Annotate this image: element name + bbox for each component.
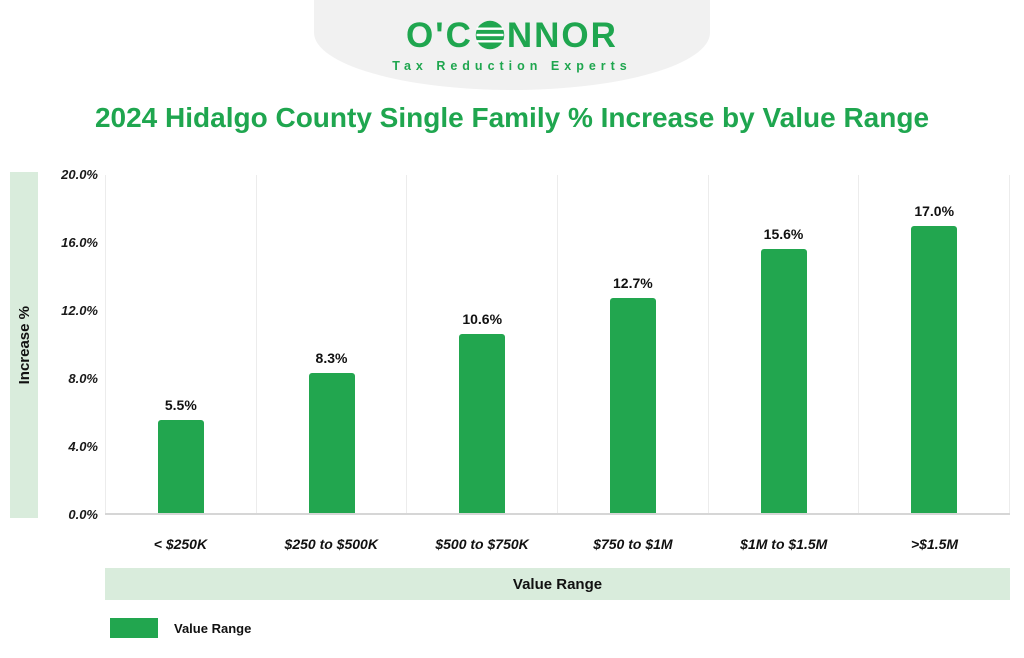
x-axis-labels: < $250K $250 to $500K $500 to $750K $750 to…: [105, 536, 1010, 552]
y-axis-tick: 16.0%: [61, 235, 98, 250]
y-axis-ticks: 20.0% 16.0% 12.0% 8.0% 4.0% 0.0%: [40, 167, 98, 522]
striped-circle-o-icon: [475, 20, 505, 50]
x-axis-label: < $250K: [153, 536, 208, 552]
oconnor-logo: O'C NNOR: [406, 18, 618, 53]
logo-tagline: Tax Reduction Experts: [392, 58, 632, 73]
chart-column: 12.7%: [557, 175, 708, 513]
bar: [157, 420, 204, 513]
logo-banner: O'C NNOR Tax Reduction Experts: [314, 0, 710, 90]
logo-text-prefix: O'C: [406, 15, 473, 55]
y-axis-tick: 8.0%: [68, 371, 98, 386]
chart-title: 2024 Hidalgo County Single Family % Incr…: [94, 102, 930, 133]
y-axis-tick: 4.0%: [68, 439, 98, 454]
x-axis-label: $750 to $1M: [593, 536, 673, 552]
x-axis-label: $250 to $500K: [284, 536, 378, 552]
y-axis-title: Increase %: [15, 305, 33, 385]
bar-value-label: 17.0%: [914, 202, 955, 219]
bar-value-label: 15.6%: [763, 226, 804, 243]
chart-column: 15.6%: [707, 175, 859, 513]
bar: [459, 333, 506, 513]
plot-area: 5.5% 8.3% 10.6% 12.7% 15.6% 17.0%: [105, 175, 1011, 515]
y-axis-band: Increase %: [10, 172, 38, 518]
bar-value-label: 8.3%: [315, 349, 348, 366]
bar-value-label: 5.5%: [164, 397, 197, 414]
y-axis-tick: 20.0%: [61, 167, 98, 182]
bar-value-label: 12.7%: [613, 275, 653, 292]
bar-value-label: 10.6%: [462, 310, 503, 327]
y-axis-tick: 0.0%: [68, 507, 98, 522]
x-axis-label: >$1.5M: [911, 536, 959, 552]
x-axis-band: Value Range: [105, 568, 1010, 600]
x-axis-label: $1M to $1.5M: [740, 536, 828, 552]
chart-column: 5.5%: [105, 175, 256, 513]
logo-text-suffix: NNOR: [506, 15, 618, 55]
bar: [308, 372, 355, 513]
legend-label: Value Range: [174, 620, 252, 636]
x-axis-label: $500 to $750K: [435, 536, 529, 552]
bar: [609, 298, 656, 513]
bar: [760, 249, 807, 513]
y-axis-tick: 12.0%: [61, 303, 98, 318]
chart-column: 8.3%: [255, 175, 407, 513]
bar: [911, 225, 958, 513]
chart-column: 17.0%: [858, 175, 1011, 513]
x-axis-title: Value Range: [512, 575, 603, 593]
legend-swatch: [110, 618, 158, 638]
legend: Value Range: [110, 618, 251, 638]
chart-column: 10.6%: [406, 175, 557, 513]
